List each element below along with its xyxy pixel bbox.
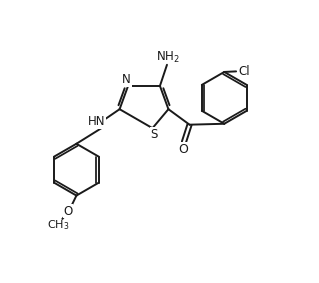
Text: CH$_3$: CH$_3$ bbox=[47, 218, 69, 232]
Text: S: S bbox=[150, 128, 158, 141]
Text: HN: HN bbox=[88, 115, 105, 128]
Text: N: N bbox=[122, 73, 131, 86]
Text: Cl: Cl bbox=[238, 65, 250, 78]
Text: O: O bbox=[178, 143, 188, 156]
Text: NH$_2$: NH$_2$ bbox=[157, 50, 180, 65]
Text: O: O bbox=[63, 205, 73, 218]
